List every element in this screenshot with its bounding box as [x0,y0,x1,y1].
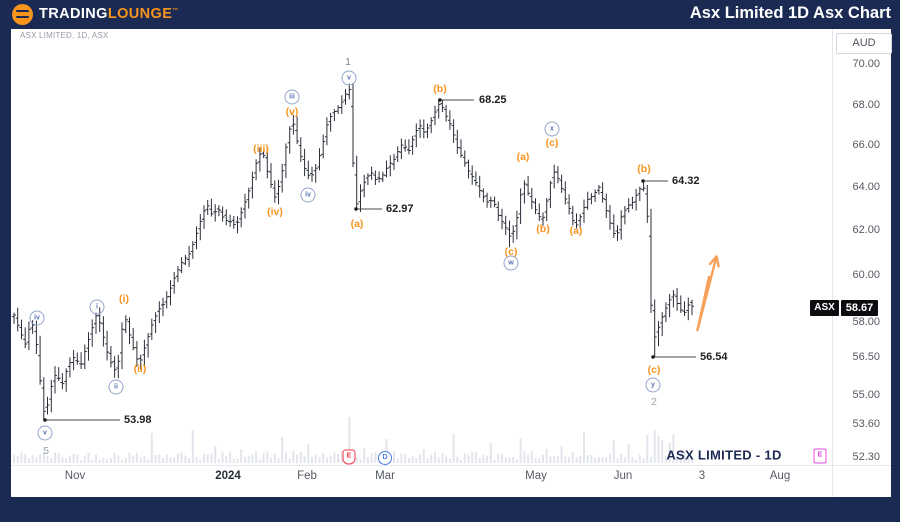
page-title: Asx Limited 1D Asx Chart [689,4,891,22]
earnings-upcoming-event-icon[interactable]: E [813,448,827,464]
elliott-wave-label-orange: (c) [545,137,559,149]
price-axis-tick: 68.00 [852,99,880,111]
elliott-wave-label-orange: (a) [350,218,364,230]
price-axis-tick: 53.60 [852,418,880,430]
time-axis-tick: May [525,470,547,482]
price-axis-tick: 66.00 [852,139,880,151]
trademark-symbol: ™ [172,8,179,15]
price-axis-tick: 62.00 [852,224,880,236]
price-axis-tick: 60.00 [852,269,880,281]
elliott-wave-label-circled: iv [300,187,316,203]
elliott-wave-label-circled: i [89,299,105,315]
price-axis-tick: 64.00 [852,181,880,193]
price-level-callout: 56.54 [700,351,728,363]
elliott-wave-label-circled: y [645,377,661,393]
brand-wordmark: TRADINGLOUNGE™ [39,6,179,22]
time-axis-tick: Aug [769,470,791,482]
elliott-wave-label-circled: iii [284,89,300,105]
time-axis-tick: 3 [698,470,706,482]
elliott-wave-number: 2 [651,396,657,408]
price-level-callout: 62.97 [386,203,414,215]
elliott-wave-label-circled: v [37,425,53,441]
price-axis-tick: 56.50 [852,351,880,363]
elliott-wave-label-orange: (b) [536,223,550,235]
top-header: TRADINGLOUNGE™ Asx Limited 1D Asx Chart [0,0,900,29]
logo-bar [16,9,29,13]
time-axis-tick: Feb [297,470,317,482]
price-tag-value: 58.67 [841,300,878,316]
price-level-callout: 53.98 [124,414,152,426]
price-axis-tick: 55.00 [852,389,880,401]
time-axis-tick: Jun [613,470,633,482]
price-tag-symbol: ASX [810,300,839,316]
elliott-wave-label-orange: (a) [516,151,530,163]
elliott-wave-label-orange: (i) [119,293,129,305]
elliott-wave-label-circled: iv [29,310,45,326]
symbol-legend[interactable]: ASX LIMITED, 1D, ASX [20,31,109,40]
elliott-wave-label-orange: (c) [647,364,661,376]
elliott-wave-label-circled: w [503,255,519,271]
watermark: ASX LIMITED - 1D [666,447,782,463]
elliott-wave-label-orange: (ii) [133,363,147,375]
elliott-wave-label-circled: x [544,121,560,137]
price-level-callout: 68.25 [479,94,507,106]
currency-button[interactable]: AUD [836,33,892,54]
elliott-wave-label-circled: v [341,70,357,86]
logo-bar [16,15,29,19]
earnings-event-icon[interactable]: E [342,449,356,465]
elliott-wave-label-orange: (iii) [253,143,269,155]
time-axis-tick: Mar [375,470,395,482]
elliott-wave-label-orange: (c) [504,246,518,258]
elliott-wave-label-orange: (b) [637,163,651,175]
elliott-wave-number: 5 [43,445,49,457]
elliott-wave-number: 1 [345,56,351,68]
axis-separator-horizontal [11,465,891,466]
elliott-wave-label-orange: (iv) [267,206,283,218]
time-axis-tick: Nov [64,470,86,482]
elliott-wave-label-orange: (v) [285,106,299,118]
price-axis-tick: 70.00 [852,58,880,70]
tradinglounge-logo-icon [12,3,33,25]
chart-panel[interactable] [11,29,891,497]
elliott-wave-label-orange: (a) [569,225,583,237]
axis-separator-vertical [832,29,833,497]
elliott-wave-label-orange: (b) [433,83,447,95]
dividend-event-icon[interactable]: D [378,451,392,465]
elliott-wave-label-circled: ii [108,379,124,395]
price-level-callout: 64.32 [672,175,700,187]
price-axis-tick: 52.30 [852,451,880,463]
tradinglounge-logo[interactable]: TRADINGLOUNGE™ [12,2,179,26]
price-axis-tick: 58.00 [852,316,880,328]
time-axis-tick: 2024 [215,470,241,482]
